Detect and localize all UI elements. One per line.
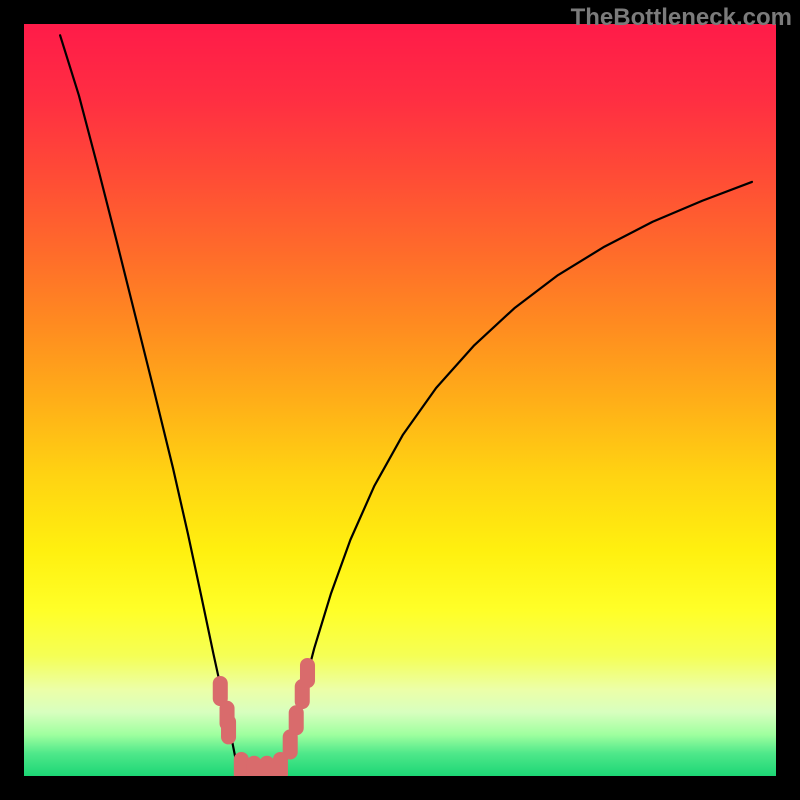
watermark-text: TheBottleneck.com: [571, 4, 792, 32]
marker-point: [221, 714, 236, 744]
marker-point: [247, 756, 262, 776]
plot-area: [24, 24, 776, 776]
marker-point: [300, 658, 315, 688]
marker-point: [259, 756, 274, 776]
gradient-background: [24, 24, 776, 776]
plot-svg: [24, 24, 776, 776]
marker-point: [289, 705, 304, 735]
